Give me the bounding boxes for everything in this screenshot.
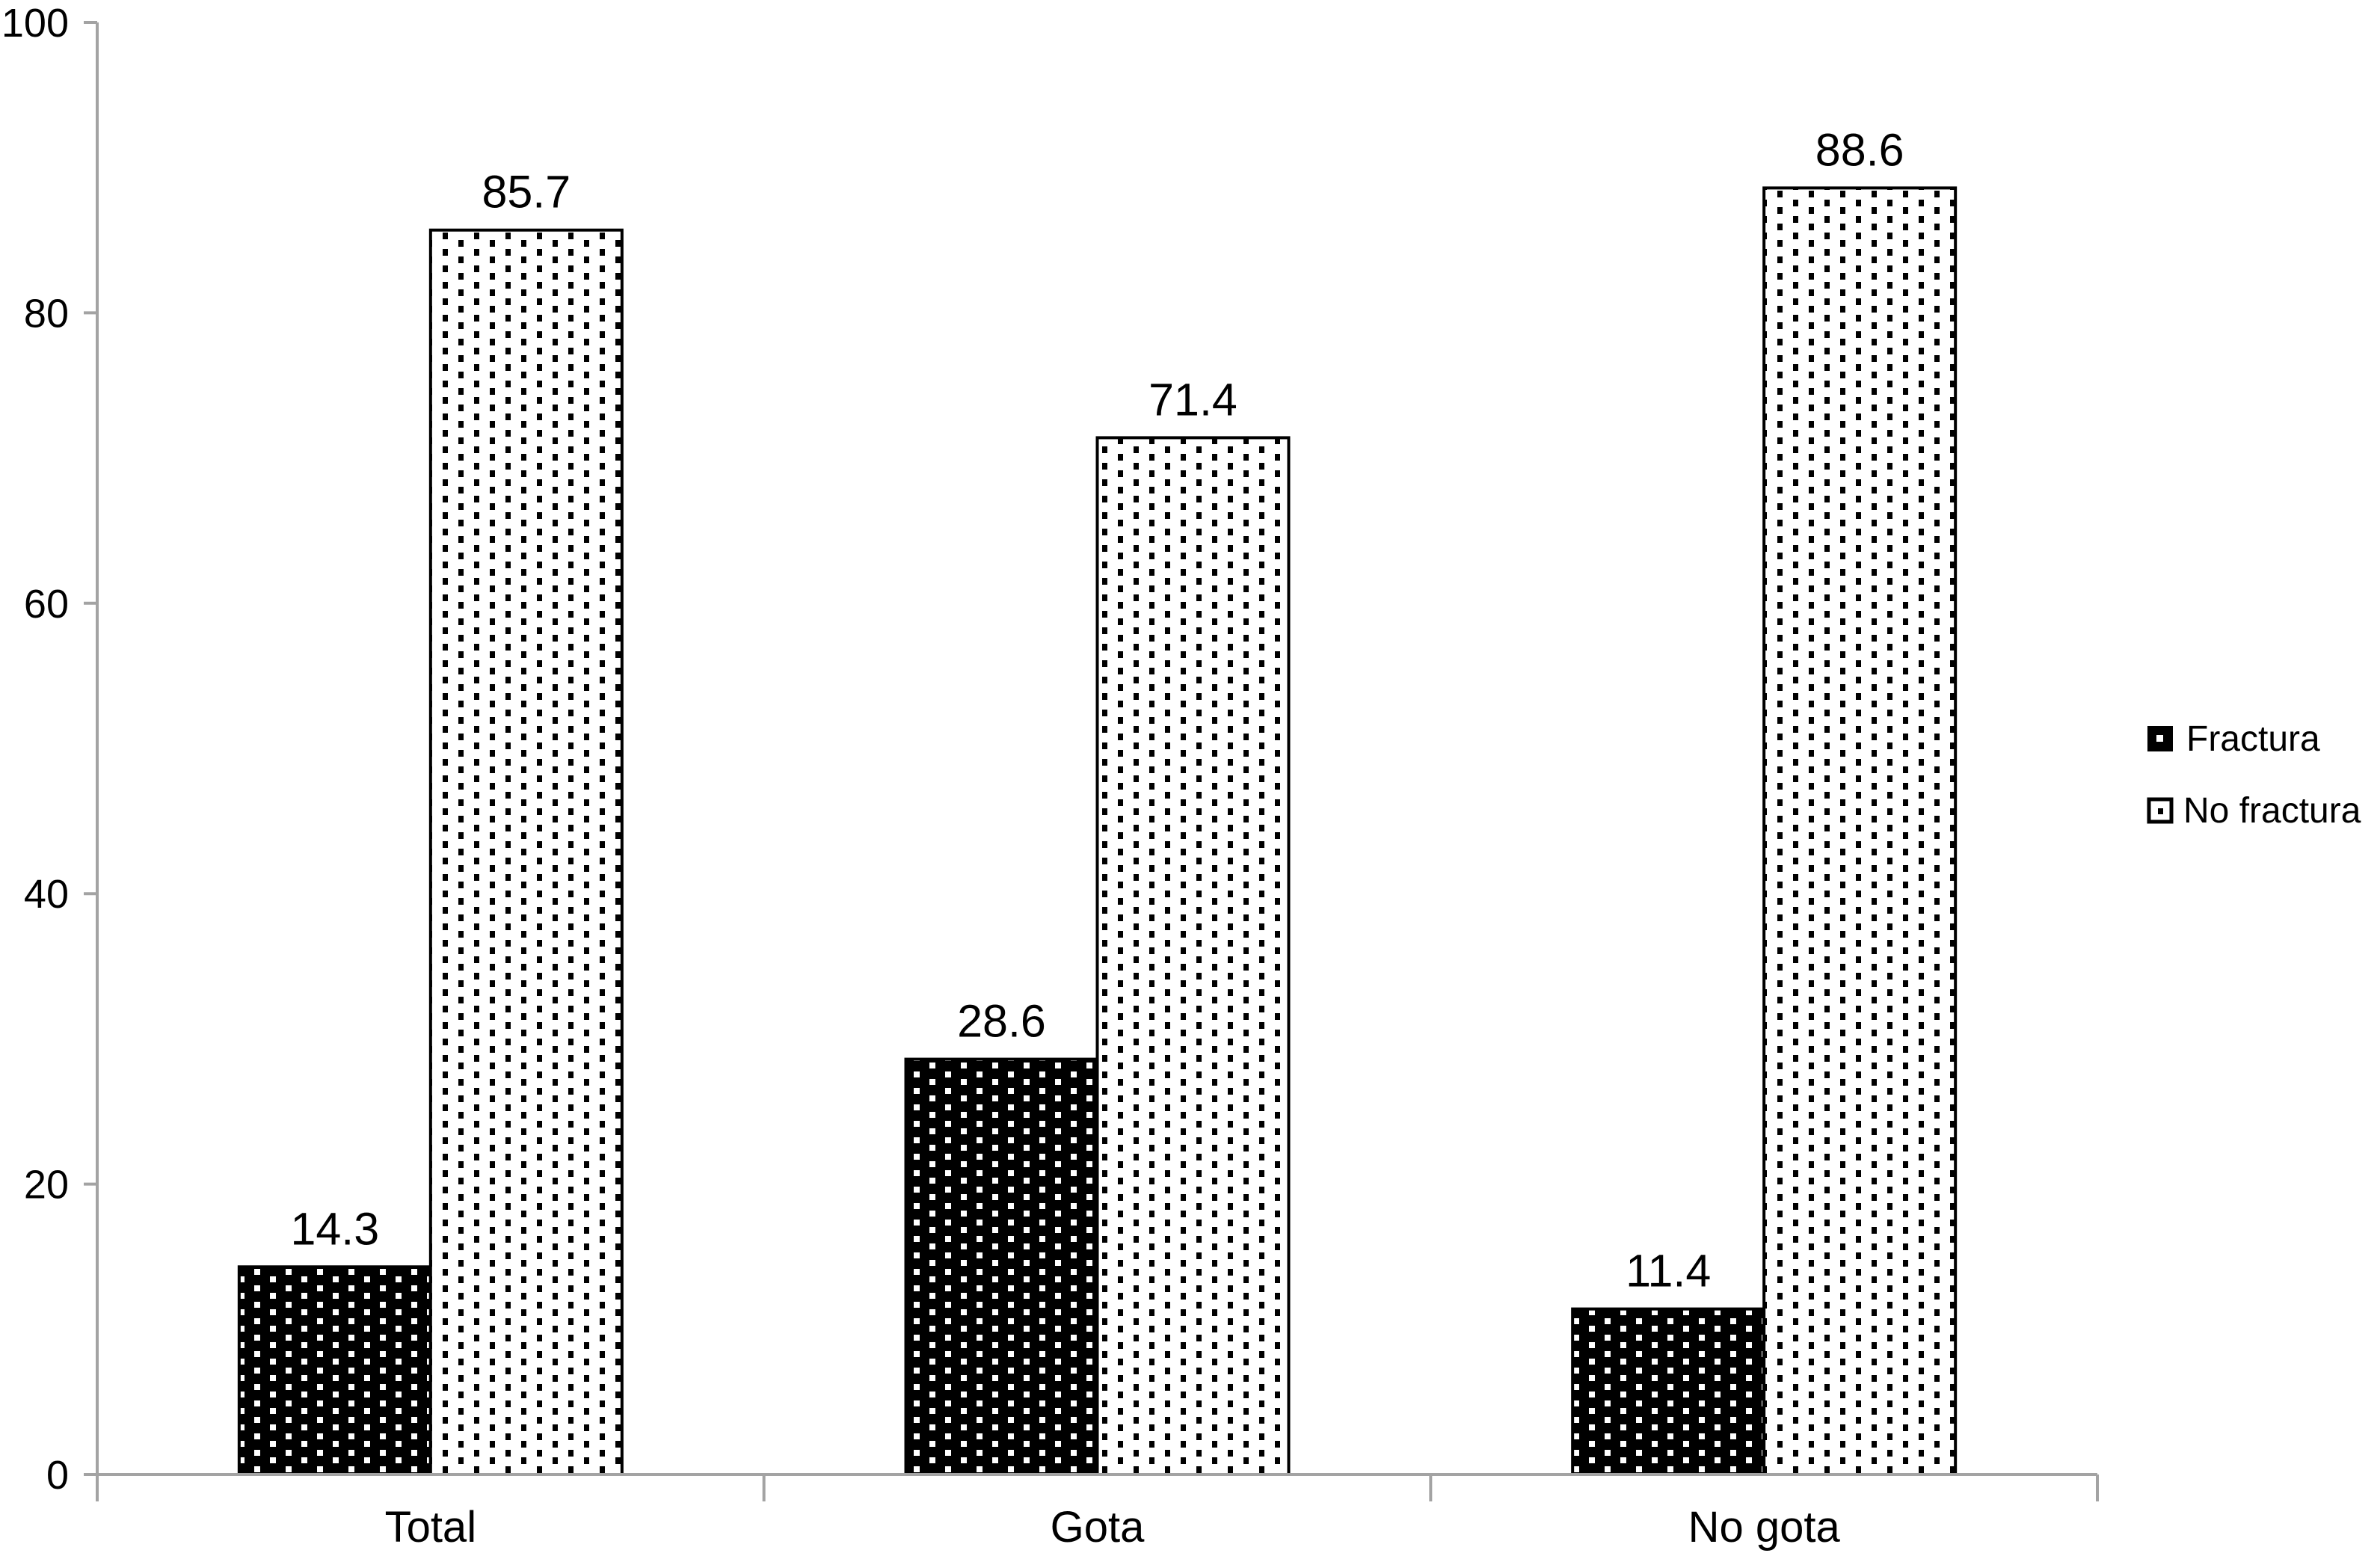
bar-no-fractura-total <box>428 228 624 1476</box>
y-axis-tick-label: 100 <box>1 1 69 46</box>
legend-item-no-fractura: No fractura <box>2147 791 2361 831</box>
axes-layer <box>84 21 2099 1501</box>
y-axis-tick-label: 80 <box>24 291 69 336</box>
labels-layer: 14.3 85.7 Total 28.6 71.4 Gota 11.4 88.6 No gota… <box>1 1 1904 1552</box>
x-axis-category-label-total: Total <box>385 1503 477 1552</box>
x-axis-category-label-gota: Gota <box>1051 1503 1145 1552</box>
no-fractura-swatch-inner-dot-icon <box>2158 808 2163 814</box>
y-axis-tick-label: 0 <box>46 1453 69 1498</box>
legend-label-fractura: Fractura <box>2186 719 2320 759</box>
bar-no-fractura-no-gota <box>1762 186 1958 1477</box>
legend-item-fractura: Fractura <box>2147 719 2320 759</box>
y-axis-tick-label: 60 <box>24 582 69 627</box>
value-label-fractura-no-gota: 11.4 <box>1626 1246 1711 1297</box>
value-label-no-fractura-no-gota: 88.6 <box>1815 124 1904 175</box>
bar-fractura-no-gota <box>1571 1307 1766 1477</box>
value-label-no-fractura-total: 85.7 <box>482 167 571 218</box>
value-label-fractura-gota: 28.6 <box>957 996 1046 1047</box>
legend-label-no-fractura: No fractura <box>2183 791 2361 831</box>
bar-fractura-gota <box>904 1057 1099 1476</box>
x-axis-category-label-no-gota: No gota <box>1688 1503 1841 1552</box>
fractura-swatch-inner-dot-icon <box>2156 735 2163 742</box>
value-label-no-fractura-gota: 71.4 <box>1149 374 1237 425</box>
bars-layer <box>237 186 1958 1477</box>
legend: Fractura No fractura <box>2147 719 2361 831</box>
bar-no-fractura-gota <box>1095 436 1291 1476</box>
value-label-fractura-total: 14.3 <box>290 1203 379 1254</box>
bar-fractura-total <box>237 1265 432 1476</box>
y-axis-tick-label: 40 <box>24 872 69 917</box>
y-axis-tick-label: 20 <box>24 1163 69 1208</box>
